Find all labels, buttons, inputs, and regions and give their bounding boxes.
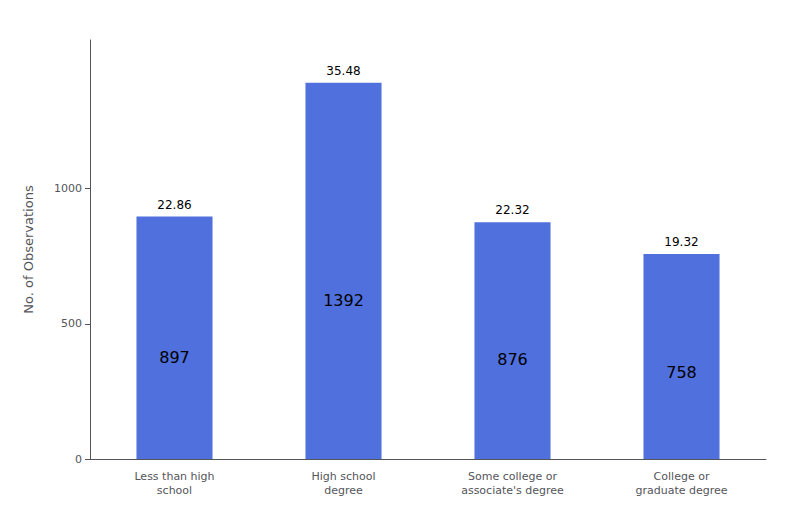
svg-text:1392: 1392 <box>323 291 364 310</box>
svg-text:22.32: 22.32 <box>495 203 529 217</box>
svg-text:graduate degree: graduate degree <box>635 484 727 497</box>
svg-text:College or: College or <box>654 470 710 483</box>
svg-text:897: 897 <box>159 348 190 367</box>
svg-text:No. of Observations: No. of Observations <box>21 185 36 314</box>
svg-text:19.32: 19.32 <box>664 235 698 249</box>
svg-text:35.48: 35.48 <box>326 64 360 78</box>
svg-text:758: 758 <box>666 363 697 382</box>
svg-text:876: 876 <box>497 350 528 369</box>
svg-text:0: 0 <box>75 453 82 466</box>
svg-text:500: 500 <box>61 317 82 330</box>
svg-text:Less than high: Less than high <box>134 470 214 483</box>
svg-text:High school: High school <box>311 470 375 483</box>
svg-text:associate's degree: associate's degree <box>461 484 564 497</box>
svg-text:22.86: 22.86 <box>157 198 191 212</box>
svg-text:degree: degree <box>324 484 363 497</box>
svg-text:1000: 1000 <box>54 182 82 195</box>
svg-text:school: school <box>157 484 192 497</box>
svg-text:Some college or: Some college or <box>468 470 557 483</box>
